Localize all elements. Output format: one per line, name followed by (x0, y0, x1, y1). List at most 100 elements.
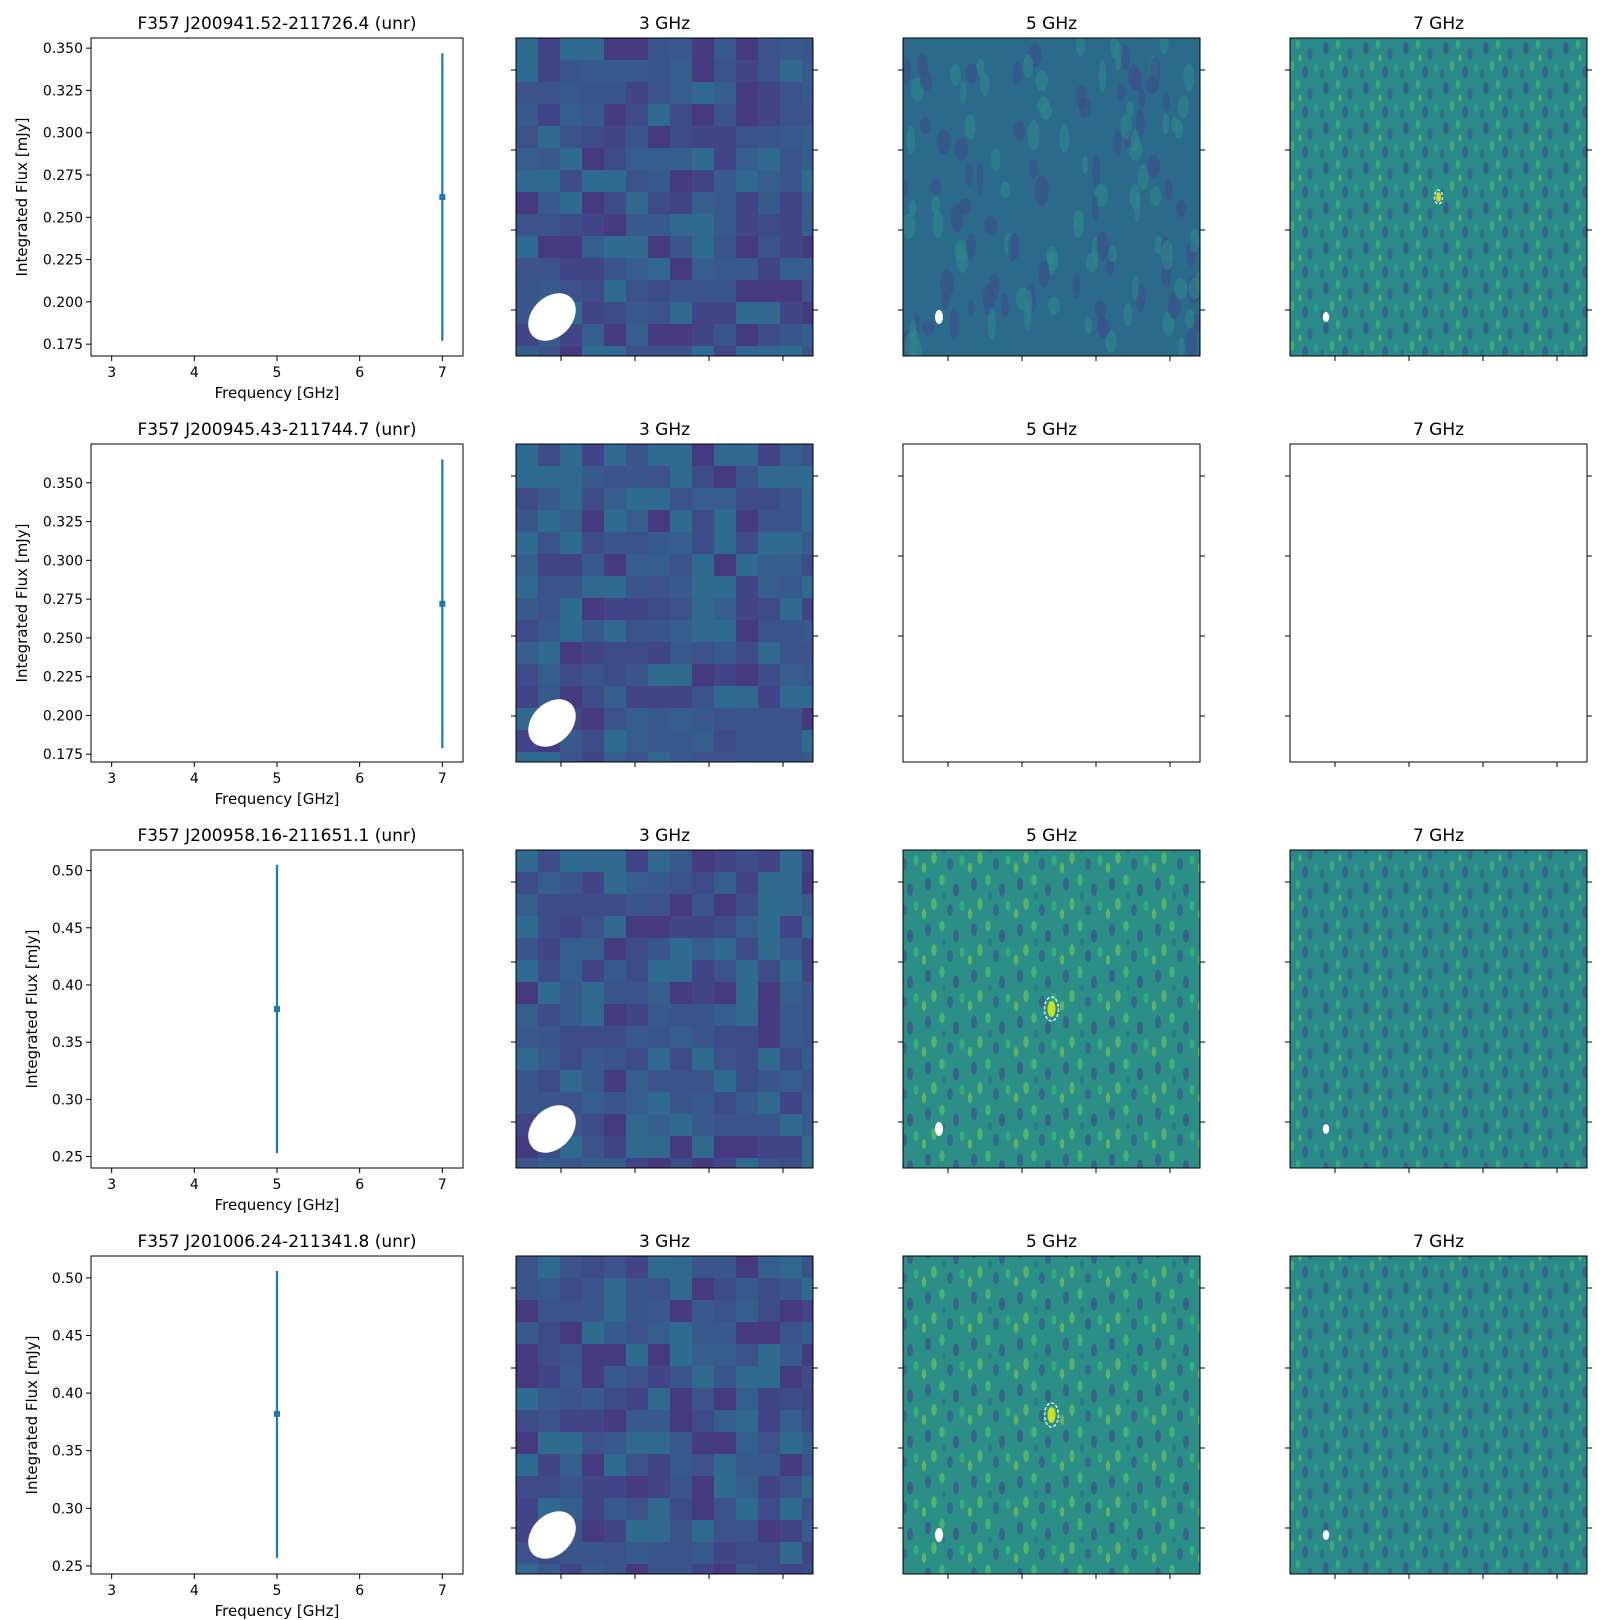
pixel-cell (802, 1158, 813, 1168)
pixel-cell (604, 38, 626, 60)
y-tick-label: 0.200 (43, 295, 83, 311)
pixel-cell (714, 444, 736, 466)
pixel-cell (780, 82, 802, 104)
image-panel-title: 5 GHz (1026, 826, 1077, 846)
noise-blob (1185, 309, 1195, 330)
pixel-cell (648, 104, 670, 126)
pixel-cell (538, 346, 560, 356)
pixel-cell (538, 466, 560, 488)
y-tick-label: 0.40 (52, 1386, 83, 1402)
pixel-cell (516, 280, 538, 302)
pixel-cell (670, 510, 692, 532)
sed-plot-title: F357 J201006.24-211341.8 (unr) (137, 1232, 416, 1252)
pixel-cell (670, 324, 692, 346)
pixel-cell (692, 982, 714, 1004)
pixel-cell (714, 1300, 736, 1322)
pixel-cell (802, 1278, 813, 1300)
noise-blob (1081, 156, 1088, 174)
noise-blob (1092, 195, 1099, 221)
pixel-cell (516, 104, 538, 126)
pixel-cell (648, 444, 670, 466)
pixel-cell (670, 258, 692, 280)
sed-plot-frame (90, 37, 464, 357)
pixel-cell (582, 236, 604, 258)
pixel-cell (604, 872, 626, 894)
pixel-cell (538, 1300, 560, 1322)
pixel-cell (758, 1344, 780, 1366)
pixel-cell (560, 60, 582, 82)
image-body (1290, 38, 1587, 356)
pixel-cell (780, 488, 802, 510)
noise-blob (1163, 92, 1170, 113)
pixel-cell (604, 192, 626, 214)
data-point (274, 1410, 280, 1417)
pixel-cell (692, 148, 714, 170)
pixel-cell (736, 916, 758, 938)
pixel-cell (538, 60, 560, 82)
noise-blob (1185, 327, 1197, 356)
pixel-cell (736, 324, 758, 346)
image-frame (902, 849, 1201, 1169)
noise-blob (955, 246, 969, 273)
pixel-cell (648, 1388, 670, 1410)
pixel-cell (626, 1410, 648, 1432)
pixel-cell (648, 126, 670, 148)
pixel-cell (736, 1410, 758, 1432)
pixel-cell (692, 872, 714, 894)
pixel-cell (758, 872, 780, 894)
pixel-cell (604, 1432, 626, 1454)
noise-blob (967, 300, 975, 317)
pixel-cell (626, 214, 648, 236)
pixel-cell (736, 664, 758, 686)
pixel-cell (604, 730, 626, 752)
pixel-cell (670, 664, 692, 686)
pixel-cell (758, 488, 780, 510)
pixel-cell (582, 488, 604, 510)
image-panel-title: 3 GHz (639, 1232, 690, 1252)
noise-blob (1107, 245, 1117, 263)
pixel-cell (538, 236, 560, 258)
pixel-cell (802, 620, 813, 642)
beam-ellipse (1322, 1124, 1330, 1134)
noise-field (1290, 850, 1587, 1168)
pixel-cell (670, 982, 692, 1004)
pixel-cell (648, 258, 670, 280)
pixel-cell (538, 214, 560, 236)
pixel-cell (736, 302, 758, 324)
pixel-cell (582, 1564, 604, 1574)
pixel-cell (626, 1498, 648, 1520)
pixel-cell (670, 302, 692, 324)
pixel-cell (626, 708, 648, 730)
pixel-cell (626, 192, 648, 214)
pixel-cell (802, 1026, 813, 1048)
pixel-cell (714, 752, 736, 762)
pixel-cell (648, 894, 670, 916)
pixel-cell (670, 148, 692, 170)
pixel-cell (626, 1476, 648, 1498)
pixel-cell (582, 170, 604, 192)
pixel-cell (736, 708, 758, 730)
source-contour (1043, 996, 1060, 1022)
pixel-cell (560, 1048, 582, 1070)
pixel-cell (582, 1070, 604, 1092)
pixel-cell (560, 488, 582, 510)
pixel-cell (714, 1322, 736, 1344)
pixel-cell (626, 466, 648, 488)
noise-blob (984, 216, 998, 236)
pixel-cell (560, 148, 582, 170)
pixel-cell (780, 1344, 802, 1366)
empty-image (903, 444, 1200, 762)
image-body (903, 38, 1200, 356)
pixel-cell (582, 104, 604, 126)
pixel-cell (802, 872, 813, 894)
pixel-cell (714, 1092, 736, 1114)
pixel-cell (736, 938, 758, 960)
pixel-cell (626, 1388, 648, 1410)
pixel-cell (802, 576, 813, 598)
pixel-cell (736, 554, 758, 576)
pixel-cell (802, 302, 813, 324)
pixel-cell (538, 916, 560, 938)
pixel-cell (648, 1004, 670, 1026)
noise-blob (954, 138, 968, 160)
pixel-cell (648, 214, 670, 236)
